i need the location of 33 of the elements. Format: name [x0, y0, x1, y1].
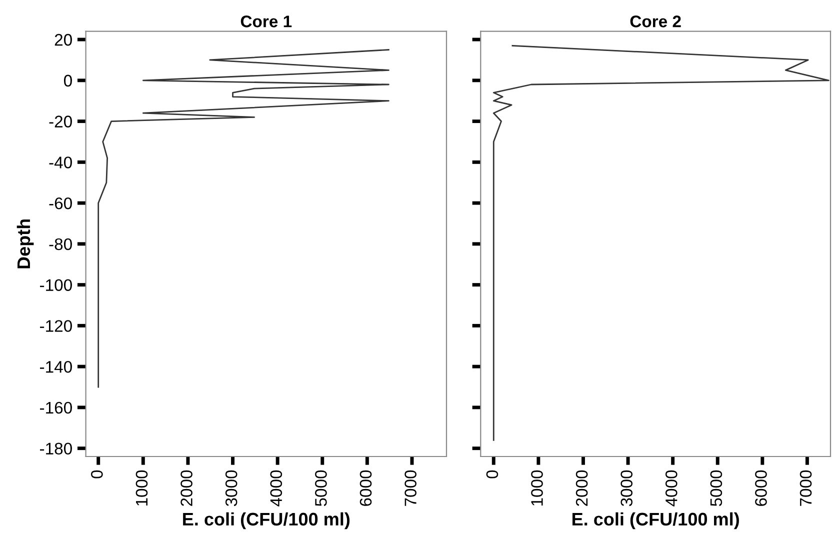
- y-tick-label: -100: [40, 279, 72, 292]
- y-tick-label: -180: [40, 442, 72, 455]
- x-tick-label: 0: [486, 470, 498, 478]
- y-tick-label: -40: [49, 156, 72, 168]
- x-tick-label: 0: [91, 470, 103, 478]
- y-tick-label: -20: [49, 116, 72, 128]
- x-tick-label: 5000: [710, 470, 722, 506]
- y-tick-label: -140: [40, 360, 72, 373]
- x-tick-label: 7000: [800, 470, 812, 506]
- x-tick-label: 4000: [665, 470, 678, 506]
- x-tick-label: 1000: [136, 470, 148, 506]
- line-series: [98, 49, 390, 388]
- y-tick-label: -120: [40, 320, 72, 332]
- x-tick-label: 6000: [755, 470, 767, 506]
- x-tick-label: 5000: [315, 470, 327, 506]
- x-tick-label: 2000: [180, 470, 192, 506]
- x-axis-title: E. coli (CFU/100 ml): [183, 512, 350, 530]
- y-tick-label: 0: [64, 74, 72, 87]
- x-tick-label: 6000: [360, 470, 372, 506]
- chart-title: Core 1: [240, 16, 292, 28]
- y-tick-label: -160: [40, 402, 72, 414]
- x-tick-label: 3000: [620, 470, 632, 506]
- y-axis-title: Depth: [16, 219, 34, 268]
- x-tick-label: 1000: [531, 470, 543, 506]
- y-tick-label: 20: [54, 34, 72, 46]
- y-tick-label: -60: [49, 197, 72, 210]
- y-tick-label: -80: [49, 238, 72, 250]
- x-tick-label: 4000: [270, 470, 282, 506]
- x-tick-label: 3000: [225, 470, 238, 506]
- x-tick-label: 7000: [404, 470, 416, 506]
- x-tick-label: 2000: [576, 470, 588, 506]
- chart-title: Core 2: [630, 16, 681, 28]
- x-axis-title: E. coli (CFU/100 ml): [572, 512, 739, 530]
